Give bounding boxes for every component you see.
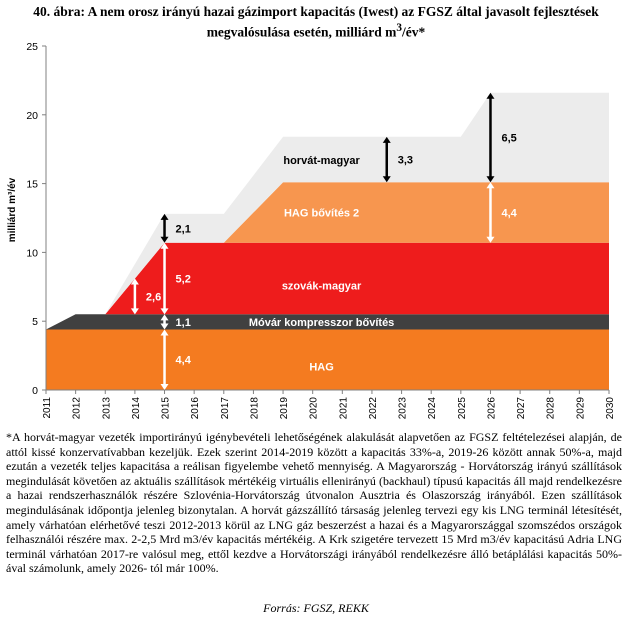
annotation-label: 6,5 (501, 133, 516, 145)
y-tick-label: 20 (26, 110, 38, 122)
annotation-arrow-4: 2,6 (130, 278, 161, 315)
area-chart: 4,4 1,1 5,2 2,6 2,1 3,3 4,4 6,5 HAG Móvár kompre… (7, 41, 616, 419)
area-label-hag: HAG (309, 362, 333, 374)
arrow-head-up (486, 92, 495, 99)
chart-title-suffix: /év* (402, 24, 426, 40)
arrow-head-up (160, 314, 169, 321)
area-szovak-magyar (46, 242, 609, 330)
area-label-szovak-magyar: szovák-magyar (282, 280, 362, 292)
x-tick-label: 2012 (72, 397, 83, 420)
annotation-arrow-3: 5,2 (160, 242, 191, 315)
arrow-head-up (382, 136, 391, 143)
x-tick-label: 2028 (546, 397, 557, 420)
x-tick-label: 2016 (190, 397, 201, 420)
annotation-arrow-6: 3,3 (382, 136, 413, 183)
annotation-label: 3,3 (398, 155, 413, 167)
y-tick-label: 15 (26, 179, 38, 191)
y-axis-label: milliárd m³/év (7, 177, 18, 242)
x-tick-label: 2013 (101, 397, 112, 420)
x-tick-label: 2018 (249, 397, 260, 420)
annotation-label: 4,4 (501, 207, 517, 219)
area-label-hag-bovites-2: HAG bővítés 2 (284, 207, 359, 219)
annotation-arrow-5: 2,1 (160, 213, 191, 243)
arrow-head-down (160, 323, 169, 330)
arrow-head-up (160, 242, 169, 249)
chart-title-line2-text: megvalósulása esetén, milliárd m (206, 24, 397, 40)
annotation-label: 5,2 (176, 274, 191, 286)
x-tick-label: 2025 (457, 397, 468, 420)
x-tick-label: 2015 (161, 397, 172, 420)
chart-title-line2: megvalósulása esetén, milliárd m3/év* (6, 20, 626, 41)
annotation-label: 2,1 (176, 223, 191, 235)
arrow-head-up (160, 213, 169, 220)
arrow-head-up (486, 182, 495, 189)
y-tick-label: 5 (32, 316, 38, 328)
arrow-head-down (130, 308, 139, 315)
x-tick-label: 2021 (338, 397, 349, 420)
arrow-head-down (160, 308, 169, 315)
x-tick-label: 2023 (398, 397, 409, 420)
y-tick-label: 10 (26, 247, 38, 259)
area-label-horvat-magyar: horvát-magyar (283, 155, 360, 167)
x-tick-label: 2017 (220, 397, 231, 420)
area-label-movar-kompresszor-bovites: Móvár kompresszor bővítés (249, 317, 395, 329)
arrow-head-down (160, 236, 169, 243)
area-horvat-magyar (46, 92, 609, 330)
chart-area-labels: HAG Móvár kompresszor bővítés szovák-magya… (249, 155, 395, 373)
chart-areas (46, 92, 609, 390)
arrow-head-down (486, 236, 495, 243)
chart-annotations: 4,4 1,1 5,2 2,6 2,1 3,3 4,4 6,5 (130, 92, 518, 390)
y-tick-label: 25 (26, 41, 38, 53)
chart-title-line1: 40. ábra: A nem orosz irányú hazai gázim… (33, 4, 599, 19)
arrow-head-down (382, 176, 391, 183)
annotation-arrow-2: 1,1 (160, 314, 191, 330)
x-tick-label: 2020 (309, 397, 320, 420)
annotation-label: 4,4 (176, 355, 192, 367)
x-tick-label: 2019 (279, 397, 290, 420)
chart-title-superscript: 3 (396, 22, 403, 34)
annotation-arrow-1: 4,4 (160, 329, 192, 390)
x-tick-label: 2030 (605, 397, 616, 420)
annotation-arrow-8: 6,5 (486, 92, 517, 183)
y-tick-label: 0 (32, 385, 38, 397)
arrow-head-up (160, 329, 169, 336)
x-tick-label: 2029 (575, 397, 586, 420)
x-tick-label: 2011 (42, 397, 53, 419)
source-note: Forrás: FGSZ, REKK (263, 601, 369, 615)
annotation-label: 1,1 (176, 317, 191, 329)
arrow-head-down (160, 384, 169, 390)
area-movar-kompresszor-bovites (46, 314, 609, 330)
annotation-label: 2,6 (146, 291, 161, 303)
annotation-arrow-7: 4,4 (486, 182, 518, 243)
x-tick-label: 2024 (427, 397, 438, 420)
x-tick-label: 2022 (368, 397, 379, 420)
x-tick-label: 2027 (516, 397, 527, 420)
area-hag (46, 329, 609, 390)
x-tick-label: 2014 (131, 397, 142, 420)
footnote: *A horvát-magyar vezeték importirányú ig… (6, 430, 622, 576)
area-hag-bovites-2 (46, 182, 609, 330)
x-tick-label: 2026 (486, 397, 497, 420)
arrow-head-up (130, 278, 139, 285)
chart-title: 40. ábra: A nem orosz irányú hazai gázim… (6, 4, 626, 41)
arrow-head-down (486, 176, 495, 183)
